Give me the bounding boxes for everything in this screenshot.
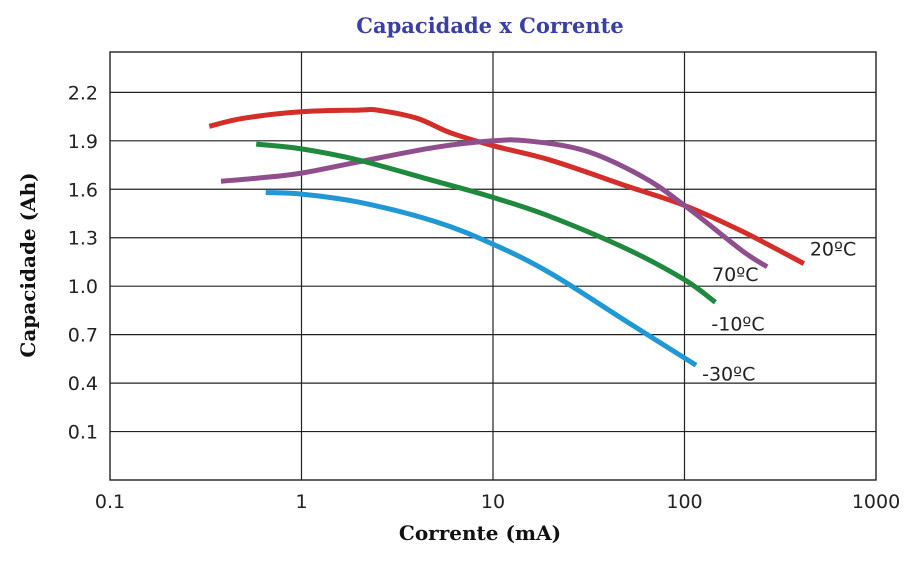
series-line: [265, 190, 698, 368]
y-tick-label: 1.9: [68, 131, 98, 153]
y-tick-label: 0.1: [68, 422, 98, 444]
plot-frame: [109, 51, 877, 481]
grid: [110, 52, 876, 480]
x-tick-label: 100: [666, 491, 702, 513]
y-tick-label: 1.6: [68, 179, 98, 201]
x-axis-ticks: 0.1 1 10 100 1000: [95, 491, 900, 513]
series-label: 70ºC: [712, 264, 758, 286]
x-tick-label: 10: [481, 491, 505, 513]
series-line: [220, 137, 769, 269]
y-tick-label: 2.2: [68, 82, 98, 104]
x-tick-label: 1000: [852, 491, 900, 513]
series-labels: 20ºC 70ºC -10ºC -30ºC: [702, 239, 856, 386]
series-lines: [208, 106, 806, 368]
series-line: [208, 106, 806, 266]
series-label: -30ºC: [702, 363, 755, 385]
y-tick-label: 1.3: [68, 228, 98, 250]
y-tick-label: 0.7: [68, 325, 98, 347]
y-tick-label: 1.0: [68, 276, 98, 298]
series-label: -10ºC: [711, 313, 764, 335]
x-tick-label: 1: [295, 491, 307, 513]
x-tick-label: 0.1: [95, 491, 125, 513]
chart-title: Capacidade x Corrente: [356, 13, 623, 38]
y-axis-title: Capacidade (Ah): [16, 172, 40, 357]
y-tick-label: 0.4: [68, 373, 98, 395]
series-label: 20ºC: [810, 239, 856, 261]
y-axis-ticks: 0.1 0.4 0.7 1.0 1.3 1.6 1.9 2.2: [68, 82, 98, 443]
series-line: [255, 141, 717, 305]
x-axis-title: Corrente (mA): [399, 521, 561, 545]
